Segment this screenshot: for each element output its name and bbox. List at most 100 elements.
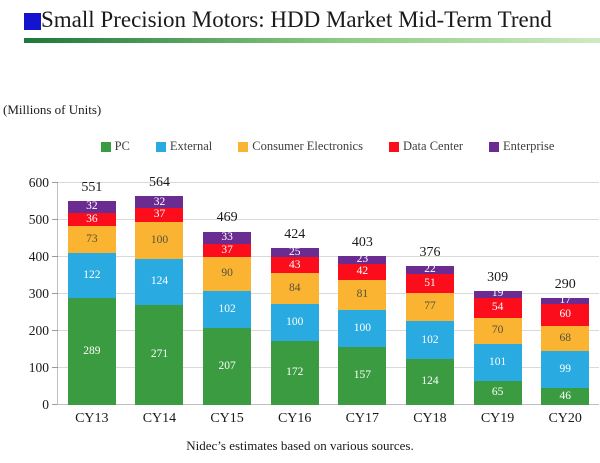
legend-item-external: External <box>155 139 213 154</box>
segment-consumer-electronics: 77 <box>405 292 454 322</box>
segment-value-label: 172 <box>286 366 304 379</box>
segment-consumer-electronics: 100 <box>135 221 184 259</box>
segment-enterprise: 23 <box>338 254 387 265</box>
segment-value-label: 33 <box>221 230 233 243</box>
segment-enterprise: 19 <box>473 287 522 300</box>
bar-stack: 124 102 77 51 22 <box>405 263 454 405</box>
segment-external: 101 <box>473 343 522 381</box>
units-label: (Millions of Units) <box>3 102 102 117</box>
legend-item-pc: PC <box>100 139 130 154</box>
bar-stack: 289 122 73 36 32 <box>67 199 116 405</box>
segment-data-center: 36 <box>67 212 116 226</box>
segment-consumer-electronics: 81 <box>338 279 387 310</box>
segment-pc: 172 <box>270 341 319 405</box>
segment-value-label: 124 <box>421 375 439 388</box>
legend-item-enterprise: Enterprise <box>489 139 554 154</box>
bars-container: 289 122 73 36 32 551 CY13 271 124 100 37 32 564 CY14 2… <box>58 175 599 426</box>
segment-value-label: 77 <box>424 300 436 313</box>
segment-value-label: 60 <box>559 308 571 321</box>
segment-value-label: 101 <box>488 355 507 368</box>
segment-external: 124 <box>135 258 184 305</box>
segment-enterprise: 33 <box>203 230 252 244</box>
legend-label: Data Center <box>402 139 464 153</box>
page-title: Small Precision Motors: HDD Market Mid-T… <box>41 7 552 32</box>
segment-value-label: 51 <box>424 276 436 289</box>
chart-legend: PC External Consumer Electronics Data Cente… <box>57 139 598 154</box>
bar-total-label: 403 <box>351 234 373 250</box>
segment-value-label: 124 <box>150 275 169 288</box>
x-axis-label-cy13: CY13 <box>75 411 109 426</box>
y-axis-tick <box>52 404 58 405</box>
x-axis-label-cy14: CY14 <box>142 411 177 426</box>
header-divider <box>24 38 600 43</box>
segment-value-label: 207 <box>218 359 236 372</box>
x-axis-label-cy20: CY20 <box>548 411 582 426</box>
bar-total-label: 290 <box>554 276 576 292</box>
bar-total-label: 424 <box>284 227 306 243</box>
segment-value-label: 157 <box>353 369 371 382</box>
segment-value-label: 36 <box>86 212 98 225</box>
y-axis-label-0: 0 <box>42 397 49 412</box>
bar-group-cy20: 46 99 68 60 17 290 CY20 <box>541 183 590 426</box>
segment-value-label: 19 <box>491 287 504 300</box>
segment-data-center: 42 <box>338 264 387 280</box>
bar-total-label: 376 <box>419 244 441 260</box>
segment-value-label: 81 <box>356 288 369 301</box>
segment-value-label: 90 <box>221 267 233 280</box>
segment-value-label: 22 <box>424 263 436 276</box>
segment-external: 122 <box>67 252 116 299</box>
segment-pc: 124 <box>405 359 454 405</box>
segment-value-label: 100 <box>150 233 169 246</box>
y-axis-label-200: 200 <box>28 323 49 338</box>
gridline-100 <box>58 367 599 368</box>
y-axis-tick <box>52 367 58 368</box>
bar-group-cy19: 65 101 70 54 19 309 CY19 <box>473 183 522 426</box>
segment-pc: 207 <box>203 328 252 405</box>
gridline-500 <box>58 219 599 220</box>
bar-stack: 172 100 84 43 25 <box>270 246 319 405</box>
segment-value-label: 17 <box>559 294 571 307</box>
segment-consumer-electronics: 68 <box>541 326 590 352</box>
segment-external: 100 <box>338 309 387 347</box>
bar-group-cy14: 271 124 100 37 32 564 CY14 <box>135 175 184 426</box>
y-axis-label-600: 600 <box>28 175 49 190</box>
gridline-200 <box>58 330 599 331</box>
x-axis-label-cy17: CY17 <box>345 411 380 426</box>
bar-stack: 271 124 100 37 32 <box>135 196 184 405</box>
bar-group-cy17: 157 100 81 42 23 403 CY17 <box>338 183 387 426</box>
bar-stack: 65 101 70 54 19 <box>473 287 522 405</box>
legend-swatch-icon <box>388 141 399 152</box>
x-axis-baseline <box>57 404 599 405</box>
segment-value-label: 102 <box>421 333 439 346</box>
legend-swatch-icon <box>155 141 166 152</box>
legend-item-data-center: Data Center <box>388 139 464 154</box>
y-axis-tick <box>52 293 58 294</box>
segment-enterprise: 32 <box>67 199 116 213</box>
legend-label: PC <box>114 139 130 153</box>
gridline-600 <box>58 182 599 183</box>
segment-external: 102 <box>203 290 252 329</box>
segment-value-label: 25 <box>288 246 301 259</box>
segment-value-label: 32 <box>86 199 98 212</box>
segment-value-label: 65 <box>491 386 504 399</box>
segment-enterprise: 17 <box>541 294 590 307</box>
legend-label: External <box>169 139 213 153</box>
y-axis-tick <box>52 182 58 183</box>
y-axis-tick <box>52 330 58 331</box>
segment-value-label: 46 <box>559 389 571 402</box>
segment-data-center: 37 <box>135 208 184 222</box>
segment-value-label: 100 <box>286 316 304 329</box>
segment-pc: 271 <box>135 304 184 405</box>
segment-data-center: 37 <box>203 243 252 258</box>
segment-value-label: 37 <box>153 208 166 221</box>
source-note: Nidec’s estimates based on various sourc… <box>186 438 414 453</box>
segment-value-label: 84 <box>288 282 301 295</box>
y-axis-label-100: 100 <box>28 360 49 375</box>
title-bullet-icon <box>24 13 41 30</box>
x-axis-label-cy16: CY16 <box>277 411 312 426</box>
segment-data-center: 43 <box>270 257 319 274</box>
legend-label: Consumer Electronics <box>252 139 363 153</box>
segment-value-label: 73 <box>86 232 98 245</box>
gridline-400 <box>58 256 599 257</box>
segment-value-label: 289 <box>83 344 101 357</box>
